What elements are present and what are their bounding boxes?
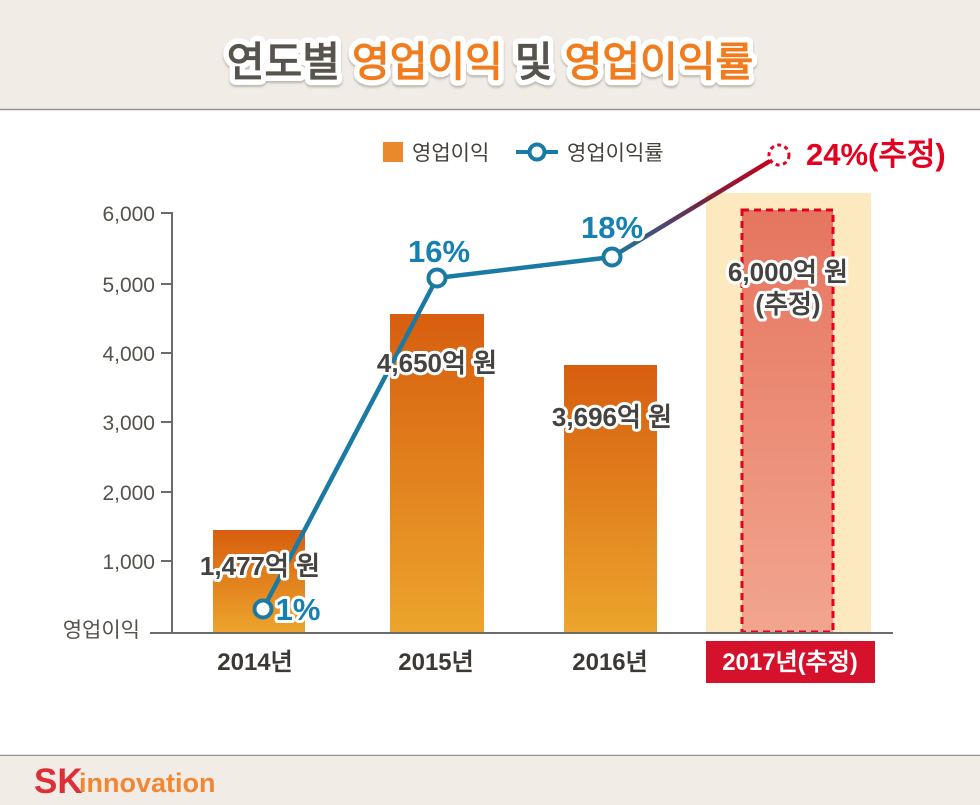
pct-label-2017-estimate: 24%(추정) (806, 137, 946, 172)
bar-2015 (390, 314, 484, 633)
bar-2017-estimate-dashed (740, 208, 835, 634)
x-label-2014: 2014년 (217, 649, 292, 676)
x-label-2015: 2015년 (398, 649, 473, 676)
percent-labels: 1% 16% 18% 24%(추정) (273, 134, 949, 630)
axes (150, 212, 893, 634)
y-tick-label-5000: 5,000 (102, 274, 155, 297)
line-segment-2015-2016 (436, 254, 613, 281)
y-tick-label-6000: 6,000 (102, 203, 155, 226)
title-part-3: 및 (515, 39, 553, 85)
x-axis-labels: 2014년 2015년 2016년 2017년(추정) (217, 641, 875, 683)
x-label-2017-box (706, 641, 875, 683)
footer-background (0, 756, 980, 805)
header-background (0, 0, 980, 109)
legend-line-marker-icon (527, 142, 547, 162)
line-segment-2014-2015 (261, 276, 439, 611)
y-tick-label-2000: 2,000 (102, 482, 155, 505)
y-tick-label-3000: 3,000 (102, 412, 155, 435)
pct-label-2016: 18% (581, 210, 643, 245)
bar-value-labels: 1,477억 원 4,650억 원 3,696억 원 6,000억 원 (추정) (197, 254, 851, 584)
bar-2016 (564, 365, 657, 633)
legend-bar-swatch (383, 142, 403, 162)
line-marker-2017-estimate-dashed (767, 143, 791, 167)
pct-label-2014: 1% (276, 592, 321, 627)
line-marker-2014 (252, 598, 274, 620)
bar-value-2016: 3,696억 원 (552, 402, 672, 432)
y-tick-label-4000: 4,000 (102, 343, 155, 366)
line-marker-2015 (426, 267, 448, 289)
page-title: 연도별 영업이익 및 영업이익률 (227, 39, 753, 85)
sk-innovation-logo: SK innovation (34, 762, 216, 801)
bar-value-2017-estimate-note: (추정) (755, 289, 820, 319)
legend-bar-label: 영업이익 (412, 142, 489, 165)
y-axis-title: 영업이익 (63, 619, 140, 642)
logo-innovation-text: innovation (79, 768, 216, 798)
bar-value-2017: 6,000억 원 (728, 257, 848, 287)
bar-value-2015: 4,650억 원 (377, 348, 497, 378)
title-part-4: 영업이익률 (565, 39, 754, 85)
legend: 영업이익 영업이익률 (383, 142, 664, 165)
x-label-2017-estimate: 2017년(추정) (722, 649, 858, 676)
title-part-1: 연도별 (227, 39, 340, 85)
title-part-2: 영업이익 (352, 39, 503, 85)
line-marker-2016 (601, 246, 623, 268)
x-label-2016: 2016년 (572, 649, 647, 676)
legend-line-label: 영업이익률 (567, 142, 664, 165)
y-tick-labels: 6,000 5,000 4,000 3,000 2,000 1,000 영업이익 (63, 203, 155, 642)
logo-sk-text: SK (34, 762, 83, 801)
bar-series (213, 208, 835, 634)
pct-label-2015: 16% (408, 234, 470, 269)
line-series (252, 143, 791, 620)
y-tick-label-1000: 1,000 (102, 551, 155, 574)
line-segment-2016-2017-estimate (610, 159, 772, 259)
bar-value-2014: 1,477억 원 (200, 551, 320, 581)
